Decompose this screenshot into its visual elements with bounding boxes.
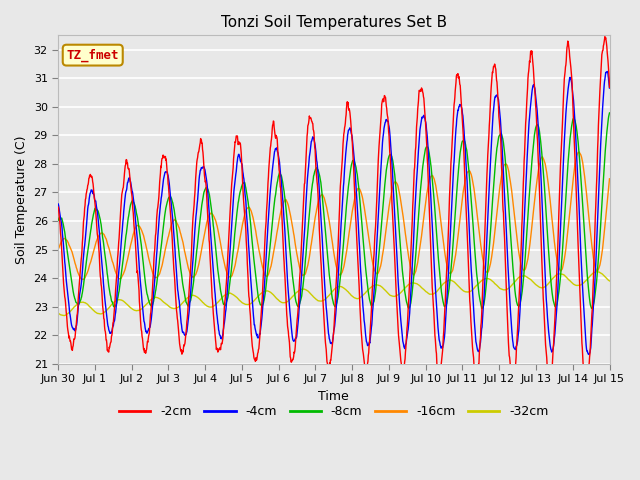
Legend: -2cm, -4cm, -8cm, -16cm, -32cm: -2cm, -4cm, -8cm, -16cm, -32cm [114, 400, 554, 423]
Title: Tonzi Soil Temperatures Set B: Tonzi Soil Temperatures Set B [221, 15, 447, 30]
X-axis label: Time: Time [319, 390, 349, 403]
Text: TZ_fmet: TZ_fmet [67, 48, 119, 62]
Y-axis label: Soil Temperature (C): Soil Temperature (C) [15, 135, 28, 264]
